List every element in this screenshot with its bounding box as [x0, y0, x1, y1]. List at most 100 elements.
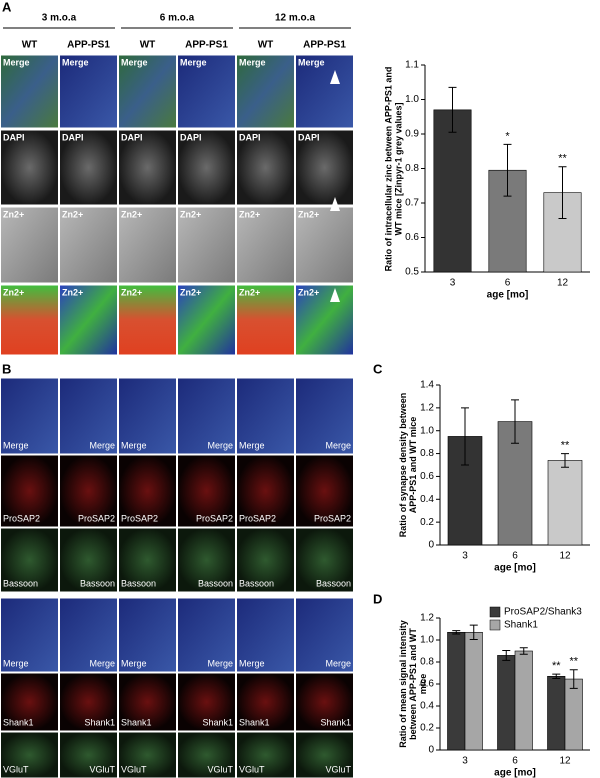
x-axis-title: age [mo]: [494, 563, 536, 574]
image-label: Bassoon: [80, 578, 115, 588]
y-tick-label: 0.2: [420, 723, 434, 734]
error-bar: [569, 669, 578, 689]
image-label: Zn2+: [298, 287, 319, 297]
image-label: Merge: [180, 57, 207, 67]
micrograph: [59, 597, 118, 673]
micrograph: [0, 527, 59, 593]
y-tick-label: 0.8: [420, 657, 434, 668]
error-bar: [558, 166, 567, 220]
image-label: VGluT: [207, 764, 233, 774]
significance: *: [505, 130, 510, 142]
panel-label: B: [2, 361, 11, 376]
y-tick-label: 0.9: [405, 129, 419, 140]
image-label: VGluT: [325, 764, 351, 774]
image-label: Merge: [89, 440, 115, 450]
micrograph: [295, 206, 354, 284]
age-header: 3 m.o.a: [42, 13, 77, 24]
image-label: Zn2+: [239, 287, 260, 297]
error-bar: [469, 624, 478, 640]
error-bar: [461, 407, 469, 466]
micrograph: [236, 54, 295, 129]
image-label: Merge: [121, 440, 147, 450]
error-bar: [561, 453, 569, 468]
micrograph: [177, 672, 236, 732]
y-tick-label: 0.4: [420, 701, 434, 712]
micrograph: [295, 672, 354, 732]
image-label: Shank1: [239, 717, 270, 727]
micrograph: [177, 731, 236, 778]
image-label: ProSAP2: [121, 513, 158, 523]
y-axis-title: Ratio of mean signal intensity between A…: [398, 620, 428, 748]
error-bar: [511, 399, 519, 444]
micrograph: [177, 454, 236, 528]
x-axis-title: age [mo]: [487, 290, 529, 301]
image-label: Merge: [89, 658, 115, 668]
micrograph: [236, 284, 295, 356]
micrograph: [0, 284, 59, 356]
micrograph: [236, 731, 295, 778]
x-tick-label: 3: [462, 551, 468, 562]
micrograph: [236, 129, 295, 206]
significance: **: [558, 153, 567, 165]
error-bar: [552, 673, 561, 679]
micrograph: [59, 527, 118, 593]
image-label: Merge: [325, 658, 351, 668]
image-label: Merge: [3, 57, 30, 67]
image-label: Merge: [121, 658, 147, 668]
x-tick-label: 3: [462, 756, 468, 767]
micrograph: [177, 129, 236, 206]
micrograph: [177, 377, 236, 455]
micrograph: [295, 527, 354, 593]
micrograph: [295, 731, 354, 778]
image-label: Bassoon: [239, 578, 274, 588]
arrowhead: [330, 288, 340, 302]
bar: [433, 109, 472, 273]
micrograph: [118, 672, 177, 732]
micrograph: [118, 129, 177, 206]
legend-label: ProSAP2/Shank3: [504, 607, 582, 618]
error-bar: [502, 649, 511, 661]
image-label: DAPI: [239, 132, 261, 142]
genotype-header: APP-PS1: [303, 40, 346, 51]
y-tick-label: 1.0: [420, 425, 434, 436]
y-tick-label: 1.2: [420, 402, 434, 413]
micrograph: [295, 284, 354, 356]
image-label: Zn2+: [239, 209, 260, 219]
y-axis-title: Ratio of intracellular zinc between APP-…: [383, 66, 403, 271]
y-tick-label: 1.2: [420, 613, 434, 624]
micrograph: [118, 597, 177, 673]
micrograph: [295, 597, 354, 673]
image-label: Merge: [325, 440, 351, 450]
image-label: VGluT: [239, 764, 265, 774]
micrograph: [0, 731, 59, 778]
y-tick-label: 0.7: [405, 198, 419, 209]
image-label: Shank1: [84, 717, 115, 727]
image-label: DAPI: [3, 132, 25, 142]
micrograph: [236, 672, 295, 732]
bar: [547, 675, 566, 751]
y-tick-label: 1.0: [405, 94, 419, 105]
y-tick-label: 0.4: [420, 494, 434, 505]
bar: [447, 631, 466, 751]
micrograph: [59, 454, 118, 528]
micrograph: [177, 527, 236, 593]
x-tick-label: 3: [450, 278, 456, 289]
image-label: DAPI: [62, 132, 84, 142]
image-label: Merge: [207, 440, 233, 450]
y-tick-label: 1.1: [405, 60, 419, 71]
micrograph: [0, 54, 59, 129]
x-tick-label: 12: [559, 756, 571, 767]
bar: [547, 460, 583, 546]
image-label: ProSAP2: [239, 513, 276, 523]
age-header: 12 m.o.a: [275, 13, 315, 24]
micrograph: [118, 454, 177, 528]
image-label: Shank1: [121, 717, 152, 727]
image-label: DAPI: [298, 132, 320, 142]
legend-swatch: [489, 606, 501, 618]
genotype-header: WT: [22, 40, 38, 51]
micrograph: [177, 206, 236, 284]
micrograph: [59, 377, 118, 455]
image-label: Bassoon: [316, 578, 351, 588]
micrograph: [236, 206, 295, 284]
